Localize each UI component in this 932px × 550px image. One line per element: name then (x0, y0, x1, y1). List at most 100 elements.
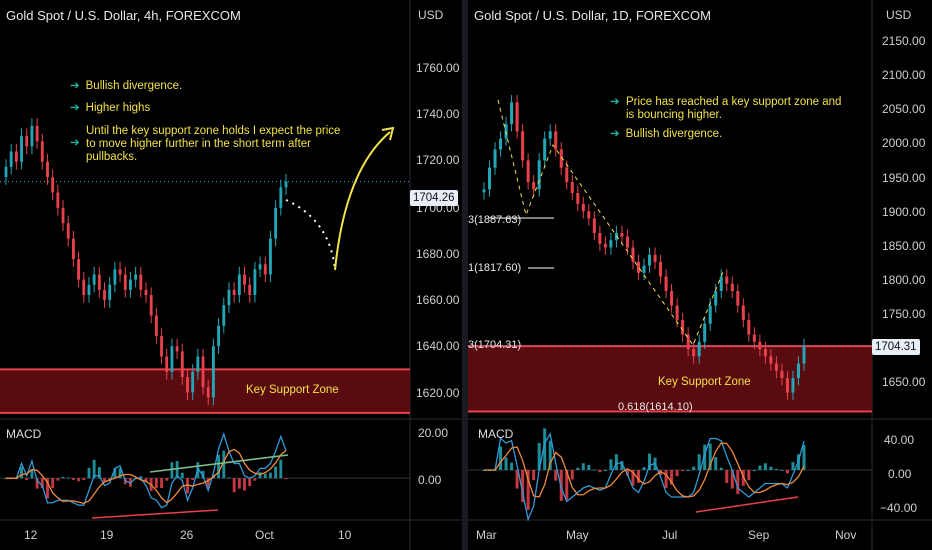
left-price-tick: 1680.00 (416, 247, 460, 261)
macd-histogram-bar (20, 467, 23, 479)
candle (664, 276, 668, 292)
candle (232, 289, 236, 295)
macd-histogram-bar (703, 444, 707, 470)
macd-signal-line (6, 448, 287, 505)
candle (587, 211, 591, 219)
candle (274, 207, 278, 239)
macd-histogram-bar (113, 468, 117, 479)
macd-histogram-bar (526, 470, 530, 510)
macd-histogram-bar (548, 440, 552, 470)
candle (741, 305, 745, 321)
macd-histogram-bar (769, 466, 773, 470)
right-price-tick: 2100.00 (882, 68, 926, 82)
macd-histogram-bar (4, 478, 8, 480)
candle (725, 276, 729, 284)
right-chart-panel[interactable]: Gold Spot / U.S. Dollar, 1D, FOREXCOM US… (468, 0, 932, 550)
candle (581, 203, 585, 212)
macd-histogram-bar (186, 478, 189, 494)
wave-structure-path (497, 99, 724, 347)
macd-histogram-bar (175, 461, 179, 479)
left-chart-panel[interactable]: Gold Spot / U.S. Dollar, 4h, FOREXCOM US… (0, 0, 462, 550)
candle (752, 334, 756, 342)
candle (791, 378, 795, 393)
left-current-price-tag: 1704.26 (410, 190, 458, 206)
candle (609, 240, 613, 248)
macd-histogram-bar (222, 450, 226, 479)
candle (87, 284, 91, 295)
candle (123, 274, 127, 290)
left-zone-label: Key Support Zone (246, 384, 339, 396)
left-note-higher-highs: ➔ Higher highs (70, 102, 151, 114)
macd-histogram-bar (515, 470, 519, 489)
macd-histogram-bar (625, 470, 629, 476)
candle (499, 138, 503, 150)
candle (284, 181, 288, 188)
fib-label: 1(1817.60) (468, 262, 522, 274)
candle (56, 192, 60, 208)
candle (217, 325, 221, 347)
candle (51, 177, 55, 193)
right-price-tick: 2150.00 (882, 34, 926, 48)
macd-histogram-bar (504, 457, 508, 470)
candle (118, 269, 122, 275)
candle (30, 125, 34, 147)
macd-histogram-bar (620, 461, 624, 470)
candle (543, 138, 547, 161)
macd-histogram-bar (243, 478, 246, 491)
macd-histogram-bar (144, 478, 148, 483)
left-chart-canvas[interactable] (0, 0, 462, 550)
panel-divider[interactable] (462, 0, 468, 550)
macd-histogram-bar (532, 470, 536, 481)
candle (46, 161, 49, 178)
candle (4, 166, 8, 178)
macd-histogram-bar (154, 478, 158, 488)
macd-histogram-bar (692, 466, 696, 470)
macd-histogram-bar (670, 470, 674, 485)
macd-histogram-bar (675, 470, 679, 477)
macd-histogram-bar (499, 446, 503, 470)
candle (66, 223, 70, 239)
candle (537, 160, 541, 190)
candle (736, 291, 740, 306)
right-price-tick: 1800.00 (882, 273, 926, 287)
left-price-tick: 1640.00 (416, 339, 460, 353)
candle (598, 232, 602, 244)
arrow-head-icon (381, 126, 395, 141)
macd-histogram-bar (736, 470, 740, 495)
candle (554, 131, 558, 150)
macd-histogram-bar (543, 428, 547, 470)
candle (631, 247, 635, 262)
candle (149, 295, 153, 316)
macd-histogram-bar (554, 470, 558, 481)
arrow-right-icon: ➔ (610, 128, 620, 140)
right-x-tick: Nov (835, 528, 857, 542)
macd-histogram-bar (46, 478, 49, 499)
right-chart-canvas[interactable] (468, 0, 932, 550)
candle (730, 283, 734, 292)
macd-histogram-bar (636, 470, 640, 483)
macd-signal-line (484, 442, 805, 498)
left-macd-tick: 20.00 (418, 426, 449, 440)
macd-histogram-bar (71, 478, 75, 481)
candle (77, 259, 81, 280)
candle (180, 351, 184, 377)
left-x-tick: 12 (24, 528, 38, 542)
left-chart-title: Gold Spot / U.S. Dollar, 4h, FOREXCOM (6, 8, 241, 23)
macd-histogram-bar (253, 478, 257, 481)
left-price-tick: 1620.00 (416, 386, 460, 400)
support-zone (0, 369, 410, 413)
candle (603, 243, 607, 248)
candle (191, 371, 195, 393)
macd-histogram-bar (609, 459, 613, 470)
candle (222, 305, 226, 326)
macd-histogram-bar (248, 478, 252, 487)
macd-histogram-bar (77, 478, 81, 482)
macd-histogram-bar (598, 470, 602, 473)
candle (237, 274, 241, 295)
candle (71, 238, 75, 260)
candle (82, 279, 86, 295)
macd-histogram-bar (763, 463, 767, 470)
candle (796, 363, 800, 379)
candle (521, 131, 525, 161)
macd-histogram-bar (603, 470, 607, 471)
